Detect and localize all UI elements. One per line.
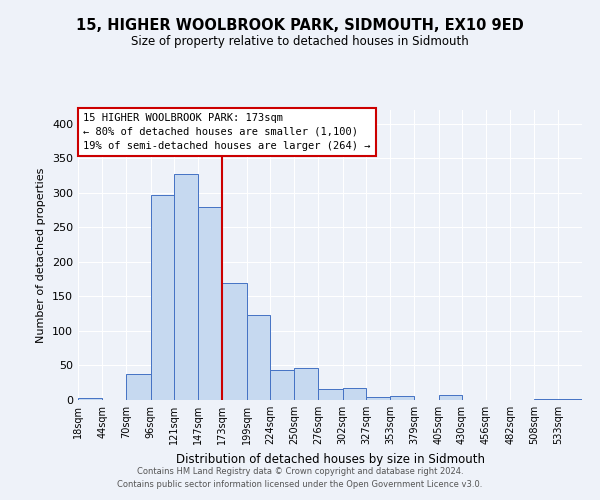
Text: Size of property relative to detached houses in Sidmouth: Size of property relative to detached ho… (131, 35, 469, 48)
Bar (294, 368, 319, 400)
Bar (78, 398, 102, 400)
Text: Contains HM Land Registry data © Crown copyright and database right 2024.: Contains HM Land Registry data © Crown c… (137, 467, 463, 476)
Bar (174, 174, 198, 400)
Bar (319, 389, 343, 400)
Bar (198, 206, 223, 400)
Bar (366, 396, 390, 400)
X-axis label: Distribution of detached houses by size in Sidmouth: Distribution of detached houses by size … (176, 452, 485, 466)
Bar (247, 315, 270, 400)
Bar (558, 398, 582, 400)
Bar (151, 195, 174, 400)
Bar (343, 388, 366, 400)
Bar (127, 374, 151, 400)
Bar (390, 396, 415, 400)
Y-axis label: Number of detached properties: Number of detached properties (37, 168, 46, 342)
Bar (223, 282, 247, 400)
Text: 15, HIGHER WOOLBROOK PARK, SIDMOUTH, EX10 9ED: 15, HIGHER WOOLBROOK PARK, SIDMOUTH, EX1… (76, 18, 524, 32)
Bar (270, 370, 294, 400)
Text: Contains public sector information licensed under the Open Government Licence v3: Contains public sector information licen… (118, 480, 482, 489)
Bar (439, 395, 462, 400)
Text: 15 HIGHER WOOLBROOK PARK: 173sqm
← 80% of detached houses are smaller (1,100)
19: 15 HIGHER WOOLBROOK PARK: 173sqm ← 80% o… (83, 113, 371, 151)
